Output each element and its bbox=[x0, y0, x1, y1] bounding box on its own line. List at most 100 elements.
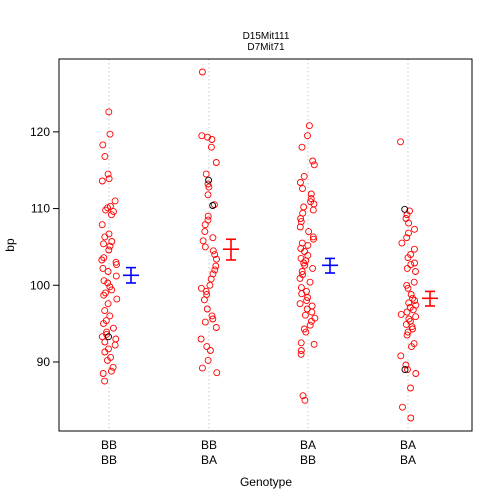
data-point bbox=[113, 295, 121, 303]
chart-title-line-1: D15Mit111 bbox=[243, 31, 290, 42]
y-tick-label: 90 bbox=[37, 355, 51, 369]
data-point bbox=[412, 268, 419, 275]
data-point bbox=[98, 177, 106, 185]
data-point bbox=[303, 297, 311, 305]
data-point bbox=[106, 312, 114, 320]
data-point bbox=[112, 335, 120, 343]
data-point bbox=[399, 403, 406, 411]
data-point bbox=[197, 335, 205, 343]
data-point bbox=[405, 299, 413, 307]
data-point bbox=[204, 180, 212, 188]
data-point bbox=[108, 238, 116, 245]
data-point bbox=[306, 321, 314, 329]
data-point bbox=[309, 264, 317, 272]
data-point bbox=[101, 152, 109, 160]
data-point bbox=[297, 218, 305, 226]
data-point bbox=[310, 340, 318, 348]
data-point bbox=[301, 311, 309, 319]
data-point bbox=[206, 281, 214, 289]
data-point bbox=[104, 300, 112, 308]
imputed-point bbox=[209, 202, 217, 209]
imputed-point bbox=[401, 205, 409, 213]
data-point bbox=[204, 212, 212, 220]
data-point bbox=[407, 261, 415, 269]
data-point bbox=[204, 133, 212, 141]
data-point bbox=[100, 320, 107, 328]
data-point bbox=[405, 219, 413, 227]
data-point bbox=[211, 251, 219, 259]
data-point bbox=[106, 242, 114, 250]
data-point bbox=[198, 132, 206, 140]
data-point bbox=[398, 239, 406, 247]
x-tick-label-line1: BA bbox=[300, 438, 316, 452]
data-point bbox=[212, 324, 220, 331]
data-point bbox=[105, 246, 113, 254]
data-point bbox=[308, 317, 315, 325]
data-point bbox=[405, 229, 412, 237]
data-point bbox=[111, 341, 119, 349]
data-point bbox=[302, 257, 310, 265]
ci-marker-1 bbox=[123, 266, 139, 284]
data-point bbox=[212, 159, 220, 166]
data-point bbox=[307, 190, 315, 198]
data-point bbox=[109, 324, 117, 332]
data-point bbox=[296, 300, 304, 308]
data-point bbox=[98, 256, 106, 264]
data-point bbox=[207, 143, 215, 151]
y-tick-label: 110 bbox=[31, 202, 50, 216]
data-point bbox=[409, 306, 417, 314]
data-point bbox=[103, 330, 111, 338]
data-point bbox=[108, 211, 115, 219]
data-point bbox=[104, 279, 112, 287]
data-point bbox=[105, 108, 113, 116]
data-point bbox=[296, 274, 304, 282]
data-point bbox=[203, 343, 211, 351]
data-point bbox=[410, 278, 418, 286]
data-point bbox=[412, 313, 420, 321]
x-tick-label-line1: BB bbox=[201, 438, 217, 452]
x-tick-label-line2: BA bbox=[201, 453, 217, 467]
y-axis-label: bp bbox=[3, 238, 17, 252]
data-point bbox=[310, 161, 318, 169]
data-point bbox=[209, 247, 217, 255]
data-point bbox=[304, 132, 311, 140]
data-point bbox=[298, 290, 306, 298]
data-point bbox=[108, 286, 116, 294]
data-point bbox=[102, 206, 110, 214]
ci-marker-3 bbox=[322, 257, 338, 274]
data-point bbox=[207, 275, 215, 283]
data-point bbox=[304, 241, 312, 249]
data-point bbox=[101, 348, 109, 356]
data-point bbox=[203, 305, 211, 313]
data-point bbox=[403, 264, 411, 272]
data-point bbox=[202, 287, 210, 295]
data-point bbox=[299, 185, 306, 193]
data-point bbox=[105, 175, 113, 183]
data-point bbox=[104, 268, 112, 275]
data-point bbox=[402, 320, 410, 328]
data-point bbox=[209, 315, 217, 323]
data-point bbox=[302, 328, 310, 336]
plot-frame bbox=[58, 58, 473, 432]
data-point bbox=[101, 338, 109, 346]
data-point bbox=[397, 138, 404, 146]
chart-title-line-2: D7Mit71 bbox=[247, 42, 285, 53]
data-points bbox=[98, 68, 420, 422]
data-point bbox=[411, 225, 418, 233]
data-point bbox=[309, 157, 317, 165]
data-point bbox=[298, 143, 306, 151]
data-point bbox=[300, 172, 308, 180]
data-point bbox=[411, 259, 418, 267]
data-point bbox=[397, 310, 405, 318]
data-point bbox=[213, 255, 220, 263]
data-point bbox=[296, 223, 304, 231]
data-point bbox=[198, 364, 206, 372]
data-point bbox=[297, 347, 305, 354]
y-tick-label: 100 bbox=[30, 278, 50, 292]
data-point bbox=[208, 136, 216, 143]
data-point bbox=[198, 68, 206, 76]
data-point bbox=[205, 183, 213, 191]
data-point bbox=[103, 328, 111, 336]
